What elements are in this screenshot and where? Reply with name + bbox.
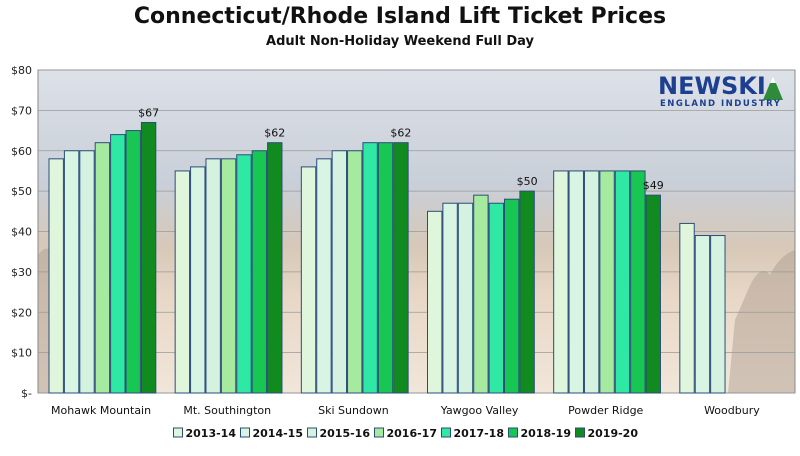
bar [190, 166, 206, 394]
bar [427, 210, 443, 394]
bar [568, 170, 584, 394]
y-tick-label: $30 [11, 266, 32, 279]
y-tick-label: $40 [11, 226, 32, 239]
bar [519, 190, 535, 394]
y-tick-label: $70 [11, 104, 32, 117]
logo-line1: NEWSKI [658, 72, 766, 100]
legend-swatch [307, 427, 317, 438]
bar [110, 134, 126, 394]
bar [553, 170, 569, 394]
bar [488, 202, 505, 394]
bar [645, 194, 661, 394]
legend-item: 2018-19 [508, 427, 572, 440]
legend-label: 2015-16 [320, 427, 371, 440]
y-axis-ticks: $- $10 $20 $30 $40 $50 $60 $70 $80 [11, 64, 32, 400]
bar [331, 150, 348, 394]
bars [48, 121, 726, 394]
y-tick-label: $20 [11, 306, 32, 319]
chart-title: Connecticut/Rhode Island Lift Ticket Pri… [133, 4, 667, 29]
bar [94, 142, 111, 394]
legend-item: 2015-16 [307, 427, 371, 440]
data-label: $62 [264, 127, 285, 140]
data-label: $67 [138, 106, 159, 119]
chart-subtitle: Adult Non-Holiday Weekend Full Day [266, 34, 534, 49]
legend-label: 2013-14 [186, 427, 237, 440]
x-tick-label: Mt. Southington [183, 404, 271, 417]
legend-swatch [173, 427, 183, 438]
mountain-snow-icon [770, 76, 776, 83]
legend-swatch [575, 427, 585, 438]
legend-label: 2018-19 [521, 427, 572, 440]
bar [347, 150, 363, 394]
bar [679, 222, 695, 394]
legend-swatch [240, 427, 250, 438]
legend-item: 2019-20 [575, 427, 639, 440]
bar [63, 150, 80, 394]
legend-label: 2019-20 [588, 427, 639, 440]
bar [583, 170, 600, 394]
bar [504, 198, 520, 394]
bar [220, 158, 237, 394]
data-label: $62 [390, 127, 411, 140]
bar [362, 142, 378, 394]
bar [267, 142, 283, 394]
gridlines [38, 69, 795, 394]
bar [251, 150, 268, 394]
data-labels: $67 $62 $62 $50 $49 [138, 106, 664, 192]
bar [473, 194, 489, 394]
legend-label: 2016-17 [387, 427, 438, 440]
x-tick-label: Yawgoo Valley [440, 404, 519, 417]
y-tick-label: $60 [11, 145, 32, 158]
x-axis-categories: Mohawk Mountain Mt. Southington Ski Sundow… [51, 404, 760, 417]
bar [393, 142, 409, 394]
legend-item: 2017-18 [441, 427, 505, 440]
x-tick-label: Powder Ridge [568, 404, 643, 417]
logo-line2: ENGLAND INDUSTRY [660, 99, 781, 109]
legend: 2013-14 2014-15 2015-16 2016-17 2017-18 2018-… [173, 427, 639, 440]
y-tick-label: $50 [11, 185, 32, 198]
bar [710, 235, 726, 394]
bar [236, 154, 252, 394]
bar [377, 142, 394, 394]
bar [630, 170, 646, 394]
bar [694, 235, 711, 394]
bar [300, 166, 317, 394]
x-tick-label: Ski Sundown [318, 404, 389, 417]
legend-label: 2014-15 [253, 427, 304, 440]
bar [174, 170, 191, 394]
mountain-logo-icon [763, 76, 783, 100]
legend-label: 2017-18 [454, 427, 505, 440]
bar [205, 158, 221, 394]
tree-right-shape [728, 250, 795, 393]
legend-item: 2016-17 [374, 427, 438, 440]
y-tick-label: $10 [11, 347, 32, 360]
x-tick-label: Woodbury [704, 404, 760, 417]
y-tick-label: $80 [11, 64, 32, 77]
data-label: $49 [643, 179, 664, 192]
bar [140, 121, 157, 394]
bar [125, 130, 141, 394]
legend-swatch [508, 427, 518, 438]
bar [79, 150, 95, 394]
bar [614, 170, 631, 394]
legend-item: 2013-14 [173, 427, 237, 440]
data-label: $50 [517, 175, 538, 188]
bar [457, 202, 474, 394]
legend-swatch [441, 427, 451, 438]
bar [48, 158, 64, 394]
bar [599, 170, 615, 394]
legend-swatch [374, 427, 384, 438]
bar [442, 202, 458, 394]
y-tick-label: $- [21, 387, 32, 400]
x-tick-label: Mohawk Mountain [51, 404, 151, 417]
newski-logo: NEWSKI ENGLAND INDUSTRY [658, 72, 783, 109]
bar [316, 158, 332, 394]
legend-item: 2014-15 [240, 427, 304, 440]
